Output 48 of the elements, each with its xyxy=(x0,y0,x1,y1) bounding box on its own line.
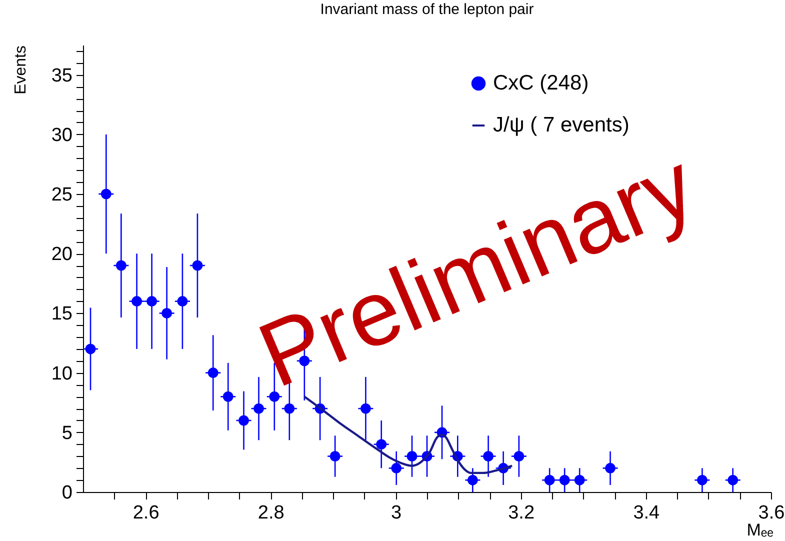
point xyxy=(559,474,570,486)
point xyxy=(605,462,616,474)
point xyxy=(85,344,96,354)
point xyxy=(132,296,142,307)
point xyxy=(467,474,478,486)
y-tick-label: 20 xyxy=(51,244,72,266)
point xyxy=(146,296,158,307)
x-tick-label: 2.6 xyxy=(132,502,160,524)
point xyxy=(208,368,218,378)
chart-title: Invariant mass of the lepton pair xyxy=(320,0,534,18)
point xyxy=(696,474,708,486)
point xyxy=(269,391,280,402)
point xyxy=(514,451,524,462)
point xyxy=(192,260,203,271)
point xyxy=(238,415,249,426)
point xyxy=(100,188,112,200)
line-series xyxy=(303,396,514,474)
y-tick-label: 0 xyxy=(62,482,72,504)
y-tick-label: 35 xyxy=(51,65,72,86)
x-tick-label: 3 xyxy=(390,502,402,524)
point xyxy=(177,296,188,307)
y-tick-label: 30 xyxy=(51,124,72,146)
legend-label: J/ψ ( 7 events) xyxy=(493,114,630,136)
point xyxy=(728,474,738,486)
point xyxy=(406,451,418,462)
point xyxy=(376,439,387,450)
point xyxy=(391,462,402,474)
y-tick-label: 25 xyxy=(51,184,72,206)
point xyxy=(483,451,494,462)
x-tick-label: 3.2 xyxy=(508,502,535,524)
y-tick-label: 15 xyxy=(51,304,72,325)
point xyxy=(162,308,172,318)
x-tick-label: 3.4 xyxy=(633,502,660,524)
point xyxy=(254,403,264,414)
legend-label: CxC (248) xyxy=(493,72,589,94)
point xyxy=(360,403,371,414)
x-tick-label: 3.6 xyxy=(758,502,785,524)
y-axis-title: Events xyxy=(12,46,30,94)
y-tick-label: 5 xyxy=(62,422,72,444)
point xyxy=(544,474,555,486)
y-tick-label: 10 xyxy=(51,363,72,384)
point xyxy=(284,403,295,414)
point xyxy=(116,260,126,271)
point xyxy=(574,474,585,486)
x-tick-label: 2.8 xyxy=(258,502,284,524)
point xyxy=(222,391,234,402)
point xyxy=(330,451,340,462)
x-axis-title: Mₑₑ xyxy=(746,520,774,540)
